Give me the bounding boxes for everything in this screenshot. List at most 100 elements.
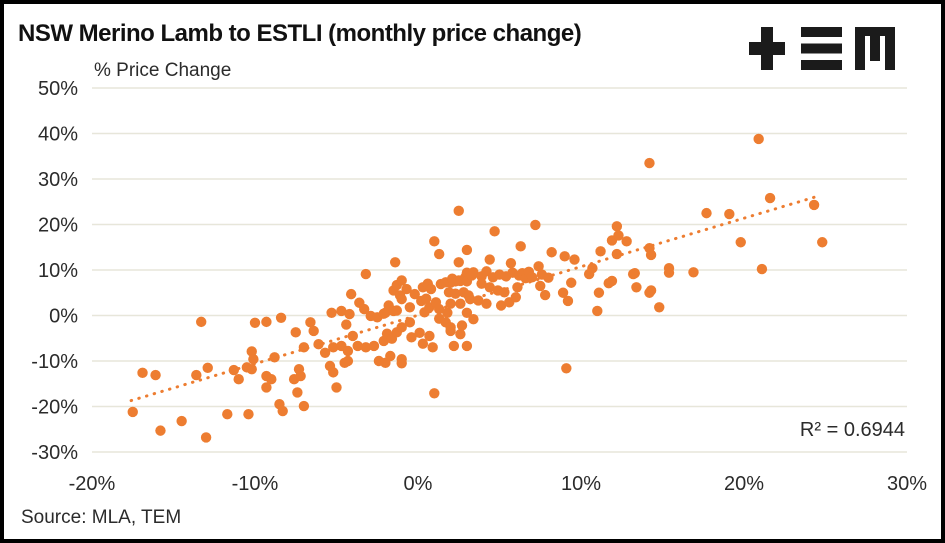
data-point [557, 287, 569, 298]
y-tick-label: 40% [38, 124, 78, 146]
data-point [526, 272, 538, 283]
data-point [406, 332, 417, 343]
data-point [328, 367, 339, 378]
data-point [644, 157, 655, 169]
data-point [298, 342, 310, 353]
data-point [445, 298, 456, 309]
source-note: Source: MLA, TEM [21, 507, 182, 528]
data-point [202, 362, 213, 374]
y-tick-label: 0% [49, 306, 78, 328]
triple-bar-icon [801, 27, 842, 70]
data-point [401, 283, 412, 295]
data-point [688, 267, 699, 278]
data-point [249, 317, 261, 328]
data-point [385, 350, 396, 362]
data-point [484, 282, 495, 293]
y-tick-label: -30% [31, 442, 78, 464]
data-point [425, 283, 437, 295]
data-point [645, 285, 657, 296]
data-point [368, 340, 380, 352]
data-point [499, 287, 510, 298]
data-point [396, 293, 407, 305]
data-point [391, 305, 403, 316]
data-point [468, 267, 479, 278]
data-point [442, 307, 453, 318]
y-tick-label: 50% [38, 78, 78, 100]
data-point [360, 268, 372, 280]
data-point [246, 346, 257, 357]
data-point [345, 288, 357, 300]
data-point [817, 237, 828, 248]
data-point [724, 208, 735, 220]
data-point [481, 298, 492, 309]
data-point [448, 340, 460, 352]
data-point [414, 327, 425, 338]
data-point [342, 345, 354, 357]
data-point [176, 415, 187, 427]
data-point [150, 369, 161, 381]
data-point [701, 207, 712, 219]
y-axis-title: % Price Change [94, 60, 232, 81]
data-point [495, 300, 507, 311]
data-point [764, 192, 776, 204]
data-point [808, 199, 820, 211]
data-point [341, 319, 352, 330]
data-point [261, 382, 272, 393]
data-point [533, 261, 544, 272]
data-point [248, 353, 259, 365]
data-point [344, 308, 355, 320]
data-point [319, 347, 331, 359]
data-point [308, 325, 319, 337]
data-point [429, 236, 440, 247]
y-tick-label: 20% [38, 215, 78, 237]
data-point [424, 330, 435, 342]
data-point [606, 275, 618, 287]
data-point [629, 267, 640, 279]
data-point [476, 278, 487, 289]
data-point [243, 409, 254, 420]
data-point [530, 219, 541, 231]
data-point [347, 330, 358, 342]
data-point [228, 364, 240, 376]
data-point [417, 338, 429, 349]
data-point [753, 133, 764, 145]
data-point [510, 292, 521, 303]
data-point [663, 262, 675, 274]
data-point [539, 289, 551, 301]
data-point [275, 312, 287, 323]
data-point [645, 249, 657, 261]
data-point [360, 342, 372, 353]
data-point [611, 248, 623, 260]
data-point [621, 236, 632, 247]
data-point [484, 254, 495, 265]
data-point [433, 248, 445, 260]
data-point [543, 272, 554, 283]
data-point [756, 263, 768, 275]
data-point [409, 288, 420, 300]
data-point [473, 295, 484, 306]
data-point [654, 302, 665, 313]
data-point [631, 282, 642, 293]
y-tick-label: -20% [31, 397, 78, 419]
tem-logo [749, 27, 895, 70]
data-point [396, 358, 407, 369]
data-point [450, 288, 461, 299]
data-point [305, 317, 316, 328]
x-tick-label: 0% [404, 473, 433, 495]
data-point [429, 388, 440, 399]
data-point [595, 246, 606, 257]
plus-icon [749, 27, 785, 70]
chart-title: NSW Merino Lamb to ESTLI (monthly price … [18, 20, 582, 47]
data-point [559, 251, 570, 262]
data-point [461, 340, 473, 352]
y-tick-label: -10% [31, 351, 78, 373]
data-point [191, 369, 202, 381]
data-point [735, 237, 746, 248]
data-point [298, 400, 310, 412]
data-point [420, 293, 432, 304]
data-point [313, 338, 324, 350]
data-point [222, 409, 233, 420]
data-point [512, 282, 523, 293]
data-point [515, 241, 526, 252]
